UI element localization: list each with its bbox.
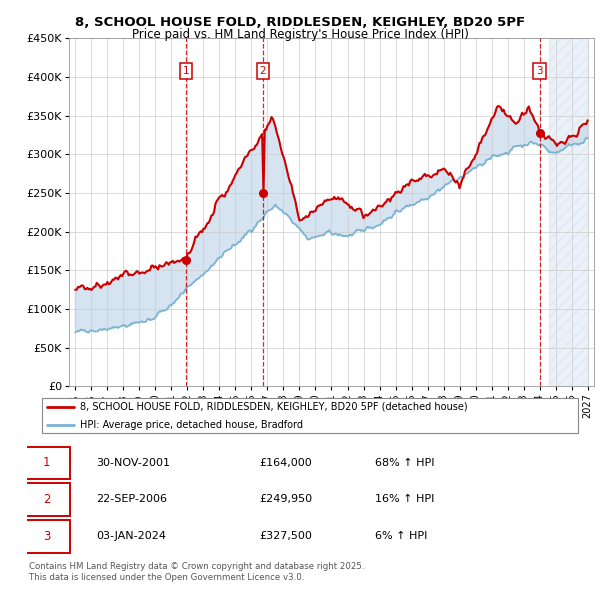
- Text: 1: 1: [183, 66, 190, 76]
- Text: Price paid vs. HM Land Registry's House Price Index (HPI): Price paid vs. HM Land Registry's House …: [131, 28, 469, 41]
- Text: 2: 2: [43, 493, 50, 506]
- Text: 68% ↑ HPI: 68% ↑ HPI: [375, 458, 434, 468]
- Text: Contains HM Land Registry data © Crown copyright and database right 2025.: Contains HM Land Registry data © Crown c…: [29, 562, 364, 571]
- Text: HPI: Average price, detached house, Bradford: HPI: Average price, detached house, Brad…: [80, 421, 303, 430]
- FancyBboxPatch shape: [24, 447, 70, 479]
- FancyBboxPatch shape: [24, 520, 70, 553]
- Text: 2: 2: [260, 66, 266, 76]
- Text: 1: 1: [43, 456, 50, 469]
- Text: 3: 3: [43, 530, 50, 543]
- Text: 16% ↑ HPI: 16% ↑ HPI: [375, 494, 434, 504]
- Text: 6% ↑ HPI: 6% ↑ HPI: [375, 531, 427, 541]
- FancyBboxPatch shape: [24, 483, 70, 516]
- Text: 22-SEP-2006: 22-SEP-2006: [96, 494, 167, 504]
- FancyBboxPatch shape: [42, 398, 578, 434]
- Text: This data is licensed under the Open Government Licence v3.0.: This data is licensed under the Open Gov…: [29, 573, 304, 582]
- Text: 03-JAN-2024: 03-JAN-2024: [96, 531, 166, 541]
- Text: 30-NOV-2001: 30-NOV-2001: [96, 458, 170, 468]
- Text: 8, SCHOOL HOUSE FOLD, RIDDLESDEN, KEIGHLEY, BD20 5PF: 8, SCHOOL HOUSE FOLD, RIDDLESDEN, KEIGHL…: [75, 16, 525, 29]
- Text: 8, SCHOOL HOUSE FOLD, RIDDLESDEN, KEIGHLEY, BD20 5PF (detached house): 8, SCHOOL HOUSE FOLD, RIDDLESDEN, KEIGHL…: [80, 402, 467, 412]
- Text: £249,950: £249,950: [259, 494, 312, 504]
- Text: £327,500: £327,500: [259, 531, 312, 541]
- Text: 3: 3: [536, 66, 543, 76]
- Text: £164,000: £164,000: [259, 458, 311, 468]
